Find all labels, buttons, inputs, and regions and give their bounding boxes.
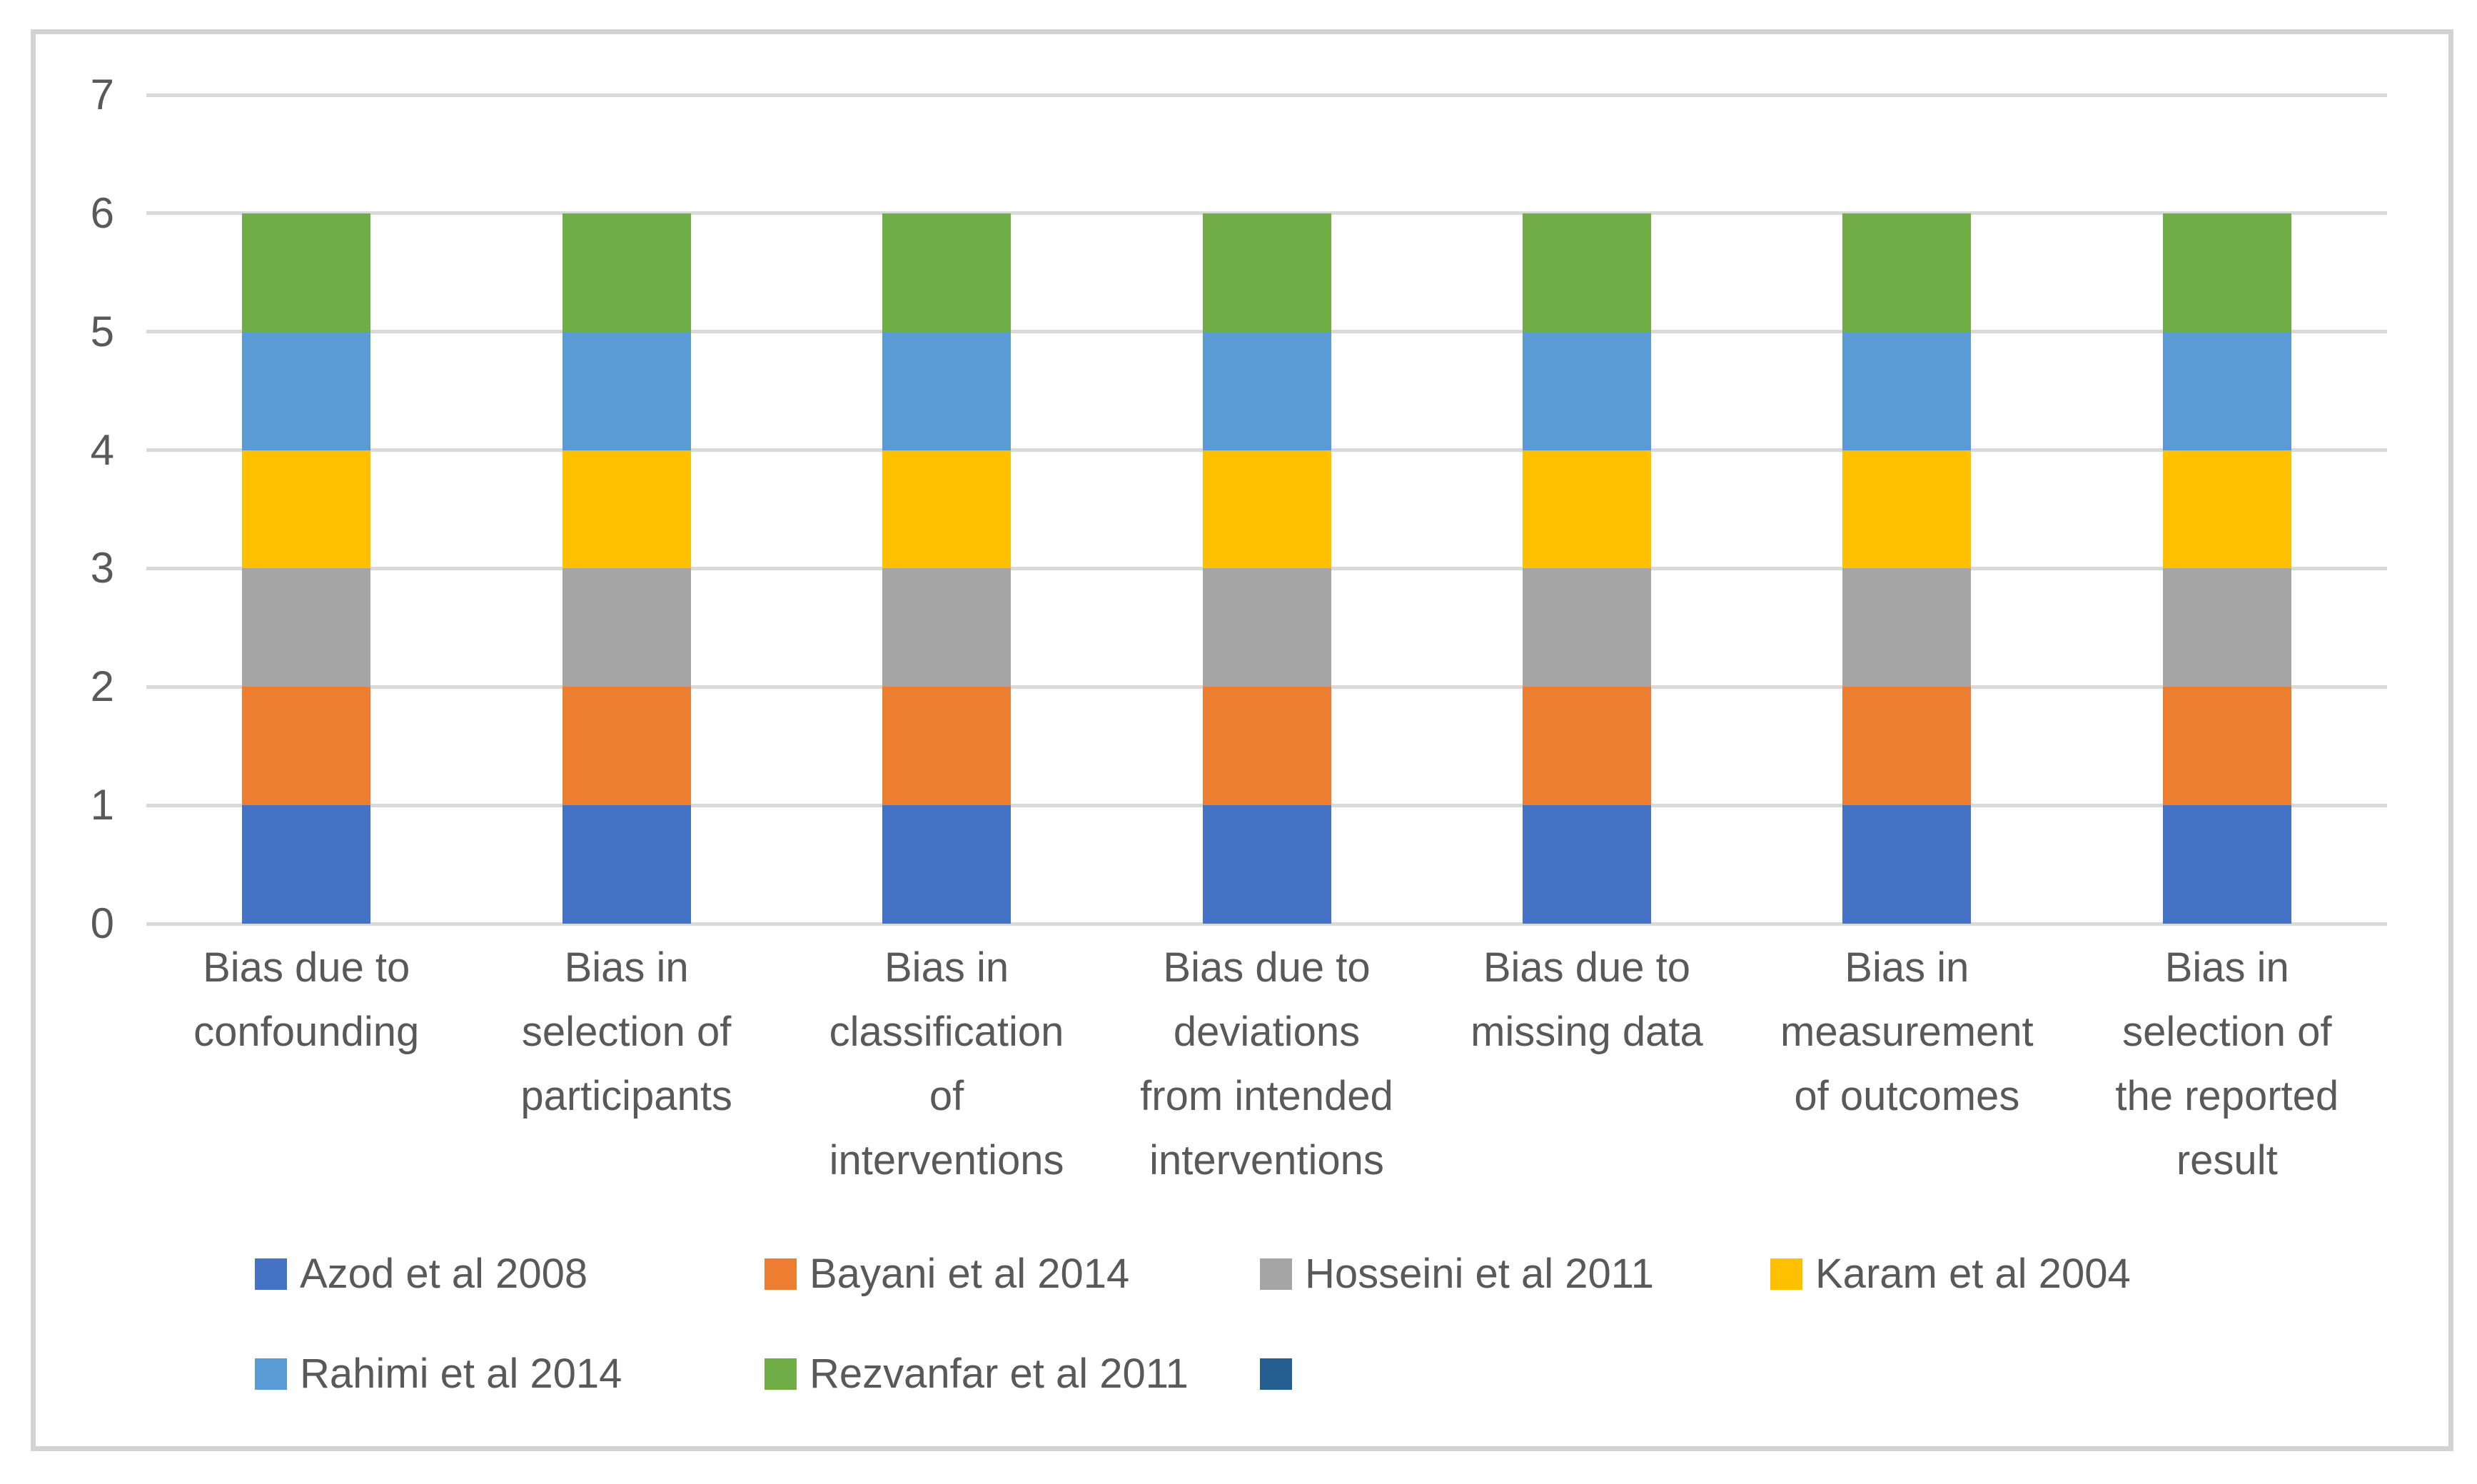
bar-segment-hosseini-et-al-2011 xyxy=(1202,568,1331,687)
legend-label: Rahimi et al 2014 xyxy=(300,1351,622,1397)
bar-segment-azod-et-al-2008 xyxy=(2162,805,2291,924)
legend-item-rezvanfar-et-al-2011: Rezvanfar et al 2011 xyxy=(765,1351,1189,1397)
bar-segment-azod-et-al-2008 xyxy=(242,805,371,924)
legend-swatch-karam-et-al-2004 xyxy=(1770,1258,1802,1290)
gridline-y-7 xyxy=(146,93,2387,97)
category-label-bias-in-selection-of-the-reported-result: Bias in selection of the reported result xyxy=(2115,944,2339,1183)
category-label-bias-in-selection-of-participants: Bias in selection of participants xyxy=(520,944,732,1119)
bar-segment-karam-et-al-2004 xyxy=(2162,450,2291,569)
category-label-bias-in-classification-of-interventions: Bias in classification of interventions xyxy=(829,944,1064,1183)
legend-label: Azod et al 2008 xyxy=(300,1251,588,1297)
bar-segment-rahimi-et-al-2014 xyxy=(1522,331,1651,450)
category-label-bias-due-to-deviations-from-intended-interventions: Bias due to deviations from intended int… xyxy=(1140,944,1393,1183)
y-axis-tick-label: 5 xyxy=(90,307,114,355)
bar-segment-karam-et-al-2004 xyxy=(882,450,1012,569)
legend-label: Rezvanfar et al 2011 xyxy=(809,1351,1189,1397)
legend-swatch-azod-et-al-2008 xyxy=(255,1258,287,1290)
y-axis-tick-label: 6 xyxy=(90,188,114,237)
bar-segment-bayani-et-al-2014 xyxy=(1202,687,1331,806)
bar-segment-rezvanfar-et-al-2011 xyxy=(562,213,691,332)
bar-segment-bayani-et-al-2014 xyxy=(1842,687,1972,806)
bar-segment-hosseini-et-al-2011 xyxy=(562,568,691,687)
bar-segment-bayani-et-al-2014 xyxy=(882,687,1012,806)
bar-segment-karam-et-al-2004 xyxy=(1842,450,1972,569)
bar-segment-rezvanfar-et-al-2011 xyxy=(1522,213,1651,332)
legend-swatch-hosseini-et-al-2011 xyxy=(1260,1258,1292,1290)
y-axis-tick-label: 3 xyxy=(90,544,114,592)
bar-segment-azod-et-al-2008 xyxy=(1202,805,1331,924)
bar-segment-azod-et-al-2008 xyxy=(562,805,691,924)
bar-segment-hosseini-et-al-2011 xyxy=(882,568,1012,687)
bar-segment-karam-et-al-2004 xyxy=(562,450,691,569)
bar-segment-hosseini-et-al-2011 xyxy=(242,568,371,687)
bar-group-bias-due-to-missing-data xyxy=(1522,213,1651,924)
bar-segment-rezvanfar-et-al-2011 xyxy=(882,213,1012,332)
legend-swatch-rahimi-et-al-2014 xyxy=(255,1358,287,1390)
bar-segment-azod-et-al-2008 xyxy=(1842,805,1972,924)
legend-swatch-bayani-et-al-2014 xyxy=(765,1258,797,1290)
legend-item-karam-et-al-2004: Karam et al 2004 xyxy=(1770,1251,2131,1297)
bar-segment-rahimi-et-al-2014 xyxy=(882,331,1012,450)
gridline-y-0 xyxy=(146,922,2387,926)
y-axis-tick-label: 4 xyxy=(90,425,114,474)
legend-item-unlabeled xyxy=(1260,1358,1292,1390)
bar-segment-karam-et-al-2004 xyxy=(1522,450,1651,569)
legend-label: Hosseini et al 2011 xyxy=(1305,1251,1655,1297)
bar-segment-rezvanfar-et-al-2011 xyxy=(242,213,371,332)
bar-group-bias-in-classification-of-interventions xyxy=(882,213,1012,924)
bar-segment-rahimi-et-al-2014 xyxy=(1842,331,1972,450)
legend-item-azod-et-al-2008: Azod et al 2008 xyxy=(255,1251,588,1297)
bar-segment-hosseini-et-al-2011 xyxy=(1842,568,1972,687)
bar-group-bias-in-measurement-of-outcomes xyxy=(1842,213,1972,924)
category-label-bias-in-measurement-of-outcomes: Bias in measurement of outcomes xyxy=(1780,944,2034,1119)
bar-group-bias-in-selection-of-the-reported-result xyxy=(2162,213,2291,924)
bar-segment-rahimi-et-al-2014 xyxy=(1202,331,1331,450)
bar-segment-azod-et-al-2008 xyxy=(1522,805,1651,924)
legend-item-hosseini-et-al-2011: Hosseini et al 2011 xyxy=(1260,1251,1655,1297)
legend-label: Karam et al 2004 xyxy=(1815,1251,2131,1297)
bar-group-bias-in-selection-of-participants xyxy=(562,213,691,924)
bar-segment-bayani-et-al-2014 xyxy=(562,687,691,806)
bar-segment-karam-et-al-2004 xyxy=(1202,450,1331,569)
bar-segment-rezvanfar-et-al-2011 xyxy=(1202,213,1331,332)
bar-segment-karam-et-al-2004 xyxy=(242,450,371,569)
bar-segment-rahimi-et-al-2014 xyxy=(242,331,371,450)
y-axis-tick-label: 1 xyxy=(90,781,114,829)
legend-label: Bayani et al 2014 xyxy=(809,1251,1130,1297)
legend-swatch-rezvanfar-et-al-2011 xyxy=(765,1358,797,1390)
bar-segment-rezvanfar-et-al-2011 xyxy=(2162,213,2291,332)
chart-border-frame xyxy=(31,29,2453,1451)
category-label-bias-due-to-missing-data: Bias due to missing data xyxy=(1470,944,1703,1055)
bar-segment-rahimi-et-al-2014 xyxy=(562,331,691,450)
bar-segment-rahimi-et-al-2014 xyxy=(2162,331,2291,450)
bar-segment-rezvanfar-et-al-2011 xyxy=(1842,213,1972,332)
bar-segment-bayani-et-al-2014 xyxy=(242,687,371,806)
y-axis-tick-label: 7 xyxy=(90,71,114,118)
y-axis-tick-label: 0 xyxy=(90,899,114,947)
bar-group-bias-due-to-confounding xyxy=(242,213,371,924)
bar-segment-bayani-et-al-2014 xyxy=(2162,687,2291,806)
legend-swatch-unlabeled xyxy=(1260,1358,1292,1390)
legend-item-rahimi-et-al-2014: Rahimi et al 2014 xyxy=(255,1351,622,1397)
category-label-bias-due-to-confounding: Bias due to confounding xyxy=(193,944,420,1055)
bar-segment-bayani-et-al-2014 xyxy=(1522,687,1651,806)
legend-item-bayani-et-al-2014: Bayani et al 2014 xyxy=(765,1251,1130,1297)
y-axis-tick-label: 2 xyxy=(90,662,114,711)
bar-group-bias-due-to-deviations-from-intended-interventions xyxy=(1202,213,1331,924)
bar-segment-hosseini-et-al-2011 xyxy=(2162,568,2291,687)
bar-segment-azod-et-al-2008 xyxy=(882,805,1012,924)
bar-segment-hosseini-et-al-2011 xyxy=(1522,568,1651,687)
